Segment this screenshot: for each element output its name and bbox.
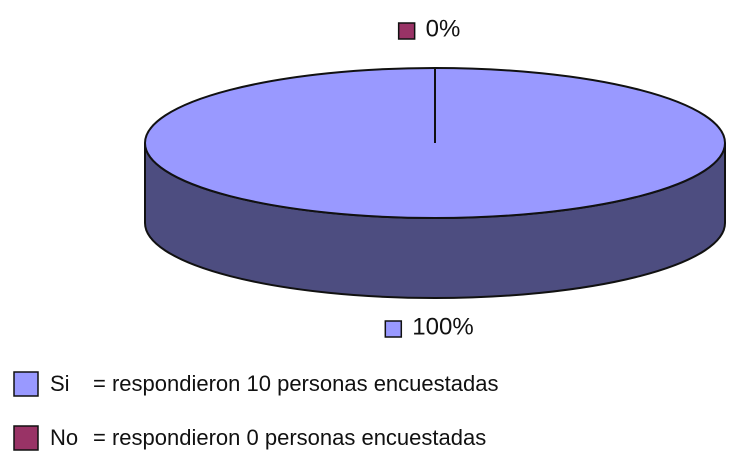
- value-label: 100%: [412, 313, 473, 340]
- legend-label: No: [50, 425, 78, 450]
- legend-swatch: [13, 425, 39, 451]
- label-marker: [397, 22, 416, 40]
- legend-label: Si: [50, 371, 70, 396]
- value-label: 0%: [426, 15, 461, 42]
- label-marker: [384, 320, 403, 338]
- legend-text: = respondieron 10 personas encuestadas: [93, 371, 498, 396]
- legend-text: = respondieron 0 personas encuestadas: [93, 425, 486, 450]
- legend-swatch: [13, 371, 39, 397]
